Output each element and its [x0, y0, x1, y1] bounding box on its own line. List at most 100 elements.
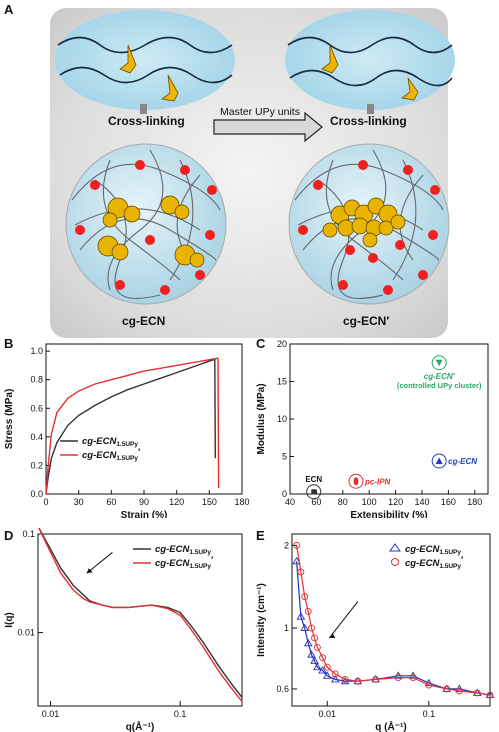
chart-b-xtick-label: 90: [139, 497, 149, 507]
network-sphere-right: [288, 143, 450, 305]
chart-e-point: [330, 674, 340, 683]
chart-c-ytick-label: 15: [277, 377, 287, 387]
chart-c-point: [435, 457, 443, 464]
chart-b-legend-label: cg-ECN1.5UPy: [82, 436, 138, 448]
chart-e: 0.01 0.1 0.6 1 2 q (Å⁻¹) Intensity (cm⁻¹) cg-EC…: [256, 533, 495, 732]
polymer-ellipse-left: [55, 10, 235, 110]
chart-c-ytick-label: 0: [282, 489, 287, 499]
chart-b-xtick-label: 150: [202, 497, 217, 507]
chart-e-point: [372, 675, 380, 683]
chart-e-point: [311, 634, 318, 642]
chart-e-point: [292, 556, 301, 565]
chart-b-xlabel: Strain (%): [121, 510, 168, 518]
chart-c-xtick-label: 160: [441, 497, 456, 507]
chart-e-point: [318, 666, 327, 674]
caption-cross-linking-left: Cross-linking: [108, 114, 185, 128]
chart-b-series-line: [45, 359, 216, 495]
chart-c-ytick-label: 20: [277, 339, 287, 349]
chart-e-point: [322, 671, 332, 679]
chart-c-xtick-label: 120: [388, 497, 403, 507]
chart-e-point: [310, 656, 319, 664]
chart-c-point-ring: [431, 453, 447, 469]
chart-c-point-ring: [348, 473, 364, 489]
chart-c-point-ring: [431, 355, 447, 371]
chart-e-point: [443, 685, 451, 693]
chart-d-annotation-arrow: [86, 552, 113, 574]
chart-e-point: [313, 662, 322, 671]
chart-e-legend-swatch: [389, 543, 401, 552]
chart-e-legend-swatch: [391, 558, 399, 566]
chart-e-frame: [291, 533, 491, 707]
chart-e-point: [301, 593, 309, 601]
chart-c-xtick-label: 40: [285, 497, 295, 507]
chart-e-point: [341, 675, 349, 683]
chart-d-annotation-arrowhead: [86, 568, 93, 574]
chart-c-point-ring: [306, 484, 322, 500]
chart-b-series-line: [45, 357, 220, 495]
down-arrow-right-icon: [367, 104, 374, 114]
chart-e-point: [304, 607, 312, 615]
chart-d-series-line: [38, 528, 243, 698]
chart-e-ytick-label: 0.6: [276, 684, 289, 694]
chart-e-annotation-arrowhead: [329, 632, 336, 638]
chart-c-point: [311, 489, 317, 495]
chart-b-ytick-label: 1.0: [30, 346, 43, 356]
chart-b-ytick-label: 0.4: [30, 432, 43, 442]
down-arrow-left-icon: [140, 104, 147, 114]
chart-c-ylabel: Modulus (MPa): [256, 383, 267, 454]
chart-d-legend-label: cg-ECN1.5UPy′: [155, 555, 214, 570]
chart-c-xtick-label: 180: [467, 497, 482, 507]
chart-c-point: [435, 359, 443, 367]
chart-e-point: [486, 691, 494, 699]
chart-b-xtick-label: 30: [74, 497, 84, 507]
network-sphere-left: [65, 143, 227, 305]
panel-letter-e: E: [256, 528, 265, 543]
chart-b-ylabel: Stress (MPa): [4, 389, 15, 450]
chart-e-point: [319, 654, 327, 662]
chart-e-point: [354, 677, 362, 685]
chart-b-xtick-label: 120: [169, 497, 184, 507]
chart-e-point: [313, 643, 321, 651]
chart-e-point: [331, 670, 339, 678]
chart-e-point: [323, 663, 331, 671]
chart-d-ytick-label: 0.01: [17, 628, 35, 638]
chart-c-point-label: cg-ECN: [448, 457, 477, 466]
chart-d-xtick-label: 0.1: [174, 709, 187, 719]
chart-e-ylabel: Intensity (cm⁻¹): [256, 583, 267, 657]
chart-e-point: [409, 674, 417, 682]
chart-d-ylabel: I(q): [4, 612, 15, 628]
chart-d-xtick-label: 0.01: [42, 709, 60, 719]
chart-b-legend-label: cg-ECN1.5UPy′: [82, 447, 141, 462]
chart-b: 0 30 60 90 120 150 180 0.0 0.2 0.4 0.6 0.8 1.0 Strain…: [4, 343, 250, 518]
chart-e-point: [473, 689, 481, 697]
chart-b-xtick-label: 60: [106, 497, 116, 507]
panel-letter-d: D: [4, 528, 14, 543]
chart-e-ytick-label: 2: [284, 540, 289, 550]
chart-e-ytick-label: 1: [284, 623, 289, 633]
chart-e-point: [296, 612, 306, 620]
chart-b-ytick-label: 0.0: [30, 489, 43, 499]
chart-e-legend-label: cg-ECN1.5UPy′: [405, 555, 464, 570]
chart-c-point-label: ECN: [305, 475, 322, 484]
chart-c-point-label-2: (controlled UPy cluster): [397, 381, 482, 390]
chart-e-legend-label: cg-ECN1.5UPy: [405, 544, 461, 556]
chart-d-ytick-label: 0.1: [22, 529, 35, 539]
chart-e-xlabel: q (Å⁻¹): [375, 720, 406, 732]
caption-cg-ecn: cg-ECN: [122, 314, 166, 328]
chart-d-xlabel: q(Å⁻¹): [126, 720, 155, 732]
chart-c-point: [353, 477, 359, 486]
chart-c-xlabel: Extensibility (%): [350, 510, 427, 518]
chart-c-point-label: cg-ECN′: [424, 372, 456, 381]
panel-a-illustration: [55, 10, 455, 305]
chart-b-ytick-label: 0.6: [30, 403, 43, 413]
chart-e-point: [455, 687, 463, 695]
chart-e-xtick-label: 0.1: [423, 709, 436, 719]
caption-cg-ecn-prime: cg-ECN′: [343, 314, 390, 328]
chart-e-point: [293, 541, 301, 549]
panel-letter-b: B: [4, 336, 14, 351]
chart-b-ytick-label: 0.2: [30, 460, 43, 470]
chart-c-xtick-label: 80: [338, 497, 348, 507]
chart-c-xtick-label: 60: [311, 497, 321, 507]
polymer-ellipse-right: [285, 10, 455, 110]
chart-c-ytick-label: 10: [277, 414, 287, 424]
